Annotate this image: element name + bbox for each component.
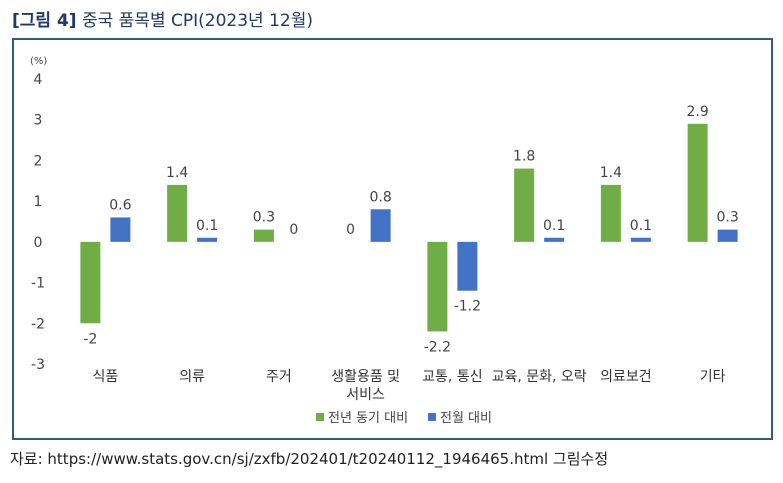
category-label: 의류 (179, 369, 205, 385)
bar (253, 229, 274, 242)
bar (80, 241, 101, 324)
data-label: 0.3 (253, 210, 275, 226)
data-label: -1.2 (454, 299, 481, 315)
y-tick-label: 1 (34, 194, 43, 210)
bar (630, 237, 651, 242)
data-label: -2.2 (424, 339, 451, 355)
data-label: 0.8 (369, 189, 391, 205)
y-tick-label: 0 (34, 235, 43, 251)
figure-label: [그림 4] (12, 11, 77, 31)
category-label: 식품 (92, 369, 118, 385)
bar (427, 241, 448, 332)
bar (514, 168, 535, 242)
y-tick-label: 4 (34, 72, 43, 88)
source-note: 자료: https://www.stats.gov.cn/sj/zxfb/202… (10, 450, 609, 468)
y-unit-label: (%) (30, 56, 47, 67)
data-label: 0 (346, 222, 355, 238)
data-label: 0 (289, 222, 298, 238)
figure-title-text: 중국 품목별 CPI(2023년 12월) (81, 11, 313, 31)
bar (197, 237, 218, 242)
data-label: 2.9 (686, 104, 708, 120)
category-label: 서비스 (346, 387, 385, 403)
y-tick-label: -3 (31, 357, 45, 373)
data-label: 0.1 (543, 218, 565, 234)
bar (544, 237, 565, 242)
data-label: 0.6 (109, 197, 131, 213)
y-tick-label: -2 (31, 316, 45, 332)
y-tick-label: 3 (34, 113, 43, 129)
y-tick-label: -1 (31, 276, 45, 292)
category-label: 기타 (700, 369, 726, 385)
chart-frame: (%) 4 3 2 1 0 -1 -2 -3 -2 0.6 식품 1.4 0.1 의류 0.3 0 주거 0 0.8 생… (12, 38, 773, 440)
category-label: 교육, 문화, 오락 (492, 369, 587, 385)
category-label: 주거 (266, 369, 292, 385)
data-label: 1.4 (166, 165, 188, 181)
legend-swatch (428, 413, 436, 421)
data-label: -2 (83, 331, 97, 347)
y-tick-label: 2 (34, 153, 43, 169)
category-label: 생활용품 및 (331, 369, 400, 385)
bar (370, 209, 391, 242)
data-label: 0.3 (716, 210, 738, 226)
bar-chart: (%) 4 3 2 1 0 -1 -2 -3 -2 0.6 식품 1.4 0.1 의류 0.3 0 주거 0 0.8 생… (30, 56, 739, 426)
data-label: 1.4 (600, 165, 622, 181)
data-label: 1.8 (513, 149, 535, 165)
category-label: 교통, 통신 (422, 369, 482, 385)
legend-swatch (316, 413, 324, 421)
category-label: 의료보건 (600, 369, 652, 385)
bar (457, 241, 478, 291)
bar (717, 229, 738, 242)
legend-label: 전년 동기 대비 (328, 411, 408, 426)
bar (687, 123, 708, 242)
bar (600, 184, 621, 242)
bar (167, 184, 188, 242)
bar (110, 217, 131, 242)
data-label: 0.1 (196, 218, 218, 234)
legend-label: 전월 대비 (440, 411, 492, 426)
figure-title: [그림 4] 중국 품목별 CPI(2023년 12월) (12, 6, 313, 31)
data-label: 0.1 (630, 218, 652, 234)
